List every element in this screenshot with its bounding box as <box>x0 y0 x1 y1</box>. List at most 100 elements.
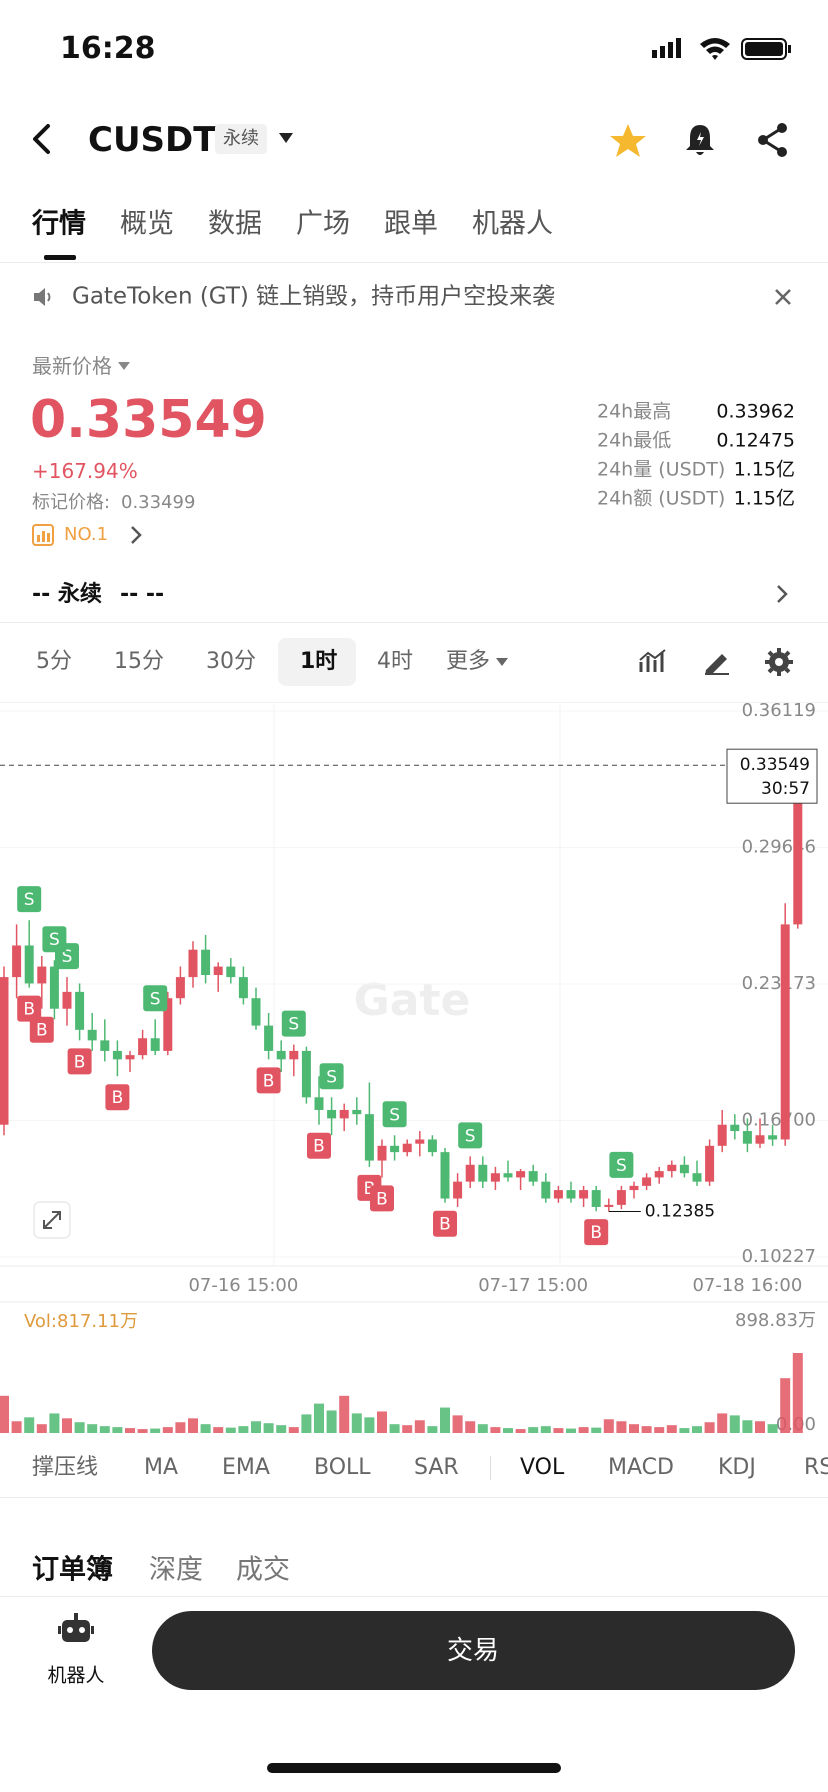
symbol[interactable]: CUSDT <box>88 120 217 160</box>
indicator-tab[interactable]: KDJ <box>718 1455 756 1480</box>
trade-marker <box>105 1084 130 1111</box>
trade-marker <box>42 926 67 953</box>
candle-body <box>276 1050 286 1060</box>
interval[interactable]: 15分 <box>114 649 164 674</box>
volume-bar <box>125 1428 135 1433</box>
indicator-tab[interactable]: VOL <box>520 1455 565 1480</box>
candle-body <box>528 1171 538 1182</box>
robot-label[interactable]: 机器人 <box>47 1664 105 1687</box>
favorite-star[interactable] <box>608 122 648 158</box>
rank[interactable]: NO.1 <box>64 524 109 545</box>
indicator-tab[interactable]: MA <box>144 1455 179 1480</box>
announcement[interactable]: GateToken (GT) 链上销毁，持币用户空投来袭 <box>72 283 556 310</box>
tab[interactable]: 概览 <box>120 208 174 240</box>
y-tick-label: 0.16700 <box>742 1110 816 1131</box>
indicator-tab[interactable]: MACD <box>608 1455 674 1480</box>
candle-body <box>352 1109 362 1115</box>
mark-price: 0.33499 <box>121 492 196 513</box>
trade-marker <box>17 995 42 1022</box>
trade-marker <box>584 1219 609 1246</box>
volume-bar <box>62 1418 72 1433</box>
indicator-tab[interactable]: EMA <box>222 1455 270 1480</box>
book-tab[interactable]: 成交 <box>236 1554 290 1586</box>
volume-bar <box>326 1410 337 1433</box>
candle-body <box>301 1050 311 1098</box>
interval[interactable]: 30分 <box>206 649 256 674</box>
indicator-tab[interactable]: 撑压线 <box>32 1455 99 1480</box>
tab[interactable]: 行情 <box>32 208 86 240</box>
candle-body <box>402 1143 412 1153</box>
volume-bar <box>0 1395 9 1433</box>
indicator-icon[interactable] <box>638 648 668 676</box>
expand-icon <box>43 1211 61 1229</box>
separator <box>490 1456 491 1480</box>
share[interactable] <box>756 122 790 158</box>
indicator-tab[interactable]: SAR <box>414 1455 459 1480</box>
volume-bar <box>780 1378 791 1433</box>
interval[interactable]: 4时 <box>377 649 413 674</box>
close-announcement[interactable] <box>774 288 792 306</box>
symbol-dropdown[interactable] <box>278 132 294 144</box>
interval[interactable]: 1时 <box>300 649 338 674</box>
candle-body <box>87 1029 97 1041</box>
stat-label: 24h额 (USDT) <box>597 487 726 510</box>
trade-marker-label: S <box>288 1015 299 1035</box>
interval[interactable]: 更多 <box>446 649 491 674</box>
tab[interactable]: 广场 <box>296 208 350 240</box>
candle-body <box>579 1190 589 1199</box>
volume-bar <box>339 1395 350 1433</box>
candle-body <box>0 977 9 1125</box>
trade-marker <box>17 886 42 913</box>
divider <box>0 1596 828 1597</box>
book-tab[interactable]: 订单簿 <box>32 1554 113 1586</box>
robot-icon[interactable] <box>58 1612 94 1646</box>
candlestick-chart[interactable]: Gate 0.36119 0.29646 0.23173 0.16700 0.10227 0… <box>0 700 828 1445</box>
candle-body <box>440 1152 450 1199</box>
settings[interactable] <box>764 647 794 677</box>
price-label-caret <box>118 362 130 370</box>
volume-bar <box>503 1428 513 1433</box>
trade-button-label[interactable]: 交易 <box>446 1636 500 1666</box>
candle-body <box>112 1050 122 1060</box>
candle-body <box>780 924 790 1140</box>
trade-marker <box>143 985 168 1012</box>
trade-marker <box>307 1132 331 1159</box>
indicator-tab[interactable]: BOLL <box>314 1455 371 1480</box>
price-change: +167.94% <box>32 459 138 483</box>
draw-tool[interactable] <box>702 648 732 676</box>
volume-bar <box>792 1353 803 1433</box>
volume-bar <box>742 1420 753 1433</box>
volume-bar <box>566 1428 576 1433</box>
volume-bar <box>99 1426 110 1433</box>
interval[interactable]: 5分 <box>36 649 72 674</box>
last-price: 0.33549 <box>30 390 267 450</box>
trade-marker-label: S <box>465 1126 476 1146</box>
divider <box>0 262 828 263</box>
indicator-tab[interactable]: RS <box>804 1455 828 1480</box>
alert-bell[interactable] <box>684 122 716 158</box>
trade-marker-label: B <box>364 1179 376 1199</box>
trade-marker-label: S <box>326 1067 337 1087</box>
trade-marker-label: S <box>616 1156 627 1176</box>
tab[interactable]: 数据 <box>208 208 262 240</box>
y-tick-label: 0.36119 <box>742 700 816 721</box>
volume-bar <box>477 1424 488 1433</box>
price-label[interactable]: 最新价格 <box>32 354 112 378</box>
trade-marker-label: B <box>439 1215 451 1235</box>
volume-bar <box>515 1429 526 1433</box>
tab[interactable]: 跟单 <box>384 208 438 240</box>
back-button[interactable] <box>28 122 58 156</box>
trade-button[interactable] <box>152 1611 795 1690</box>
candle-body <box>12 945 22 978</box>
tab[interactable]: 机器人 <box>472 208 553 240</box>
speaker-icon <box>34 288 51 306</box>
candle-body <box>226 966 236 978</box>
book-tab[interactable]: 深度 <box>149 1554 203 1586</box>
volume-bar <box>314 1403 324 1433</box>
trade-marker-label: B <box>74 1052 86 1072</box>
candle-body <box>62 991 72 1009</box>
divider <box>0 1497 828 1498</box>
volume-bar <box>364 1417 375 1433</box>
contract-chevron[interactable] <box>776 584 788 604</box>
